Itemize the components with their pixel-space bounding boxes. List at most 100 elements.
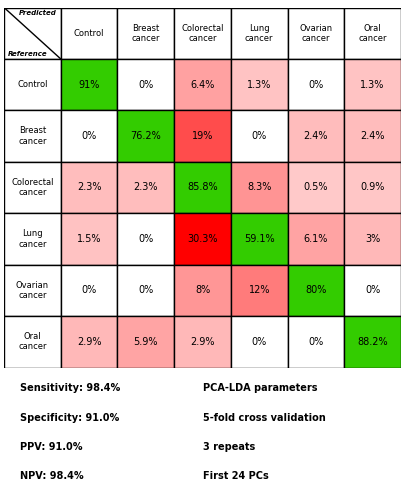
Text: Ovarian
cancer: Ovarian cancer [299,24,332,43]
Text: Reference: Reference [8,51,48,57]
Text: NPV: 98.4%: NPV: 98.4% [20,471,83,481]
Text: Lung
cancer: Lung cancer [245,24,274,43]
Text: Oral
cancer: Oral cancer [18,332,47,351]
Text: 0%: 0% [308,80,324,90]
Text: 80%: 80% [305,286,326,296]
Text: 0%: 0% [138,234,154,244]
Bar [288,213,344,264]
Text: 2.9%: 2.9% [190,337,215,347]
Bar [344,162,401,213]
Bar [288,110,344,162]
Bar [174,110,231,162]
Bar [61,162,117,213]
Text: 2.4%: 2.4% [360,131,385,141]
Text: 85.8%: 85.8% [187,182,218,192]
Bar [61,264,117,316]
Text: 88.2%: 88.2% [357,337,388,347]
Bar [61,59,117,110]
Bar [231,110,288,162]
Text: 12%: 12% [249,286,270,296]
Text: PPV: 91.0%: PPV: 91.0% [20,442,82,452]
Bar [61,8,117,59]
Text: 6.1%: 6.1% [304,234,328,244]
Text: Colorectal
cancer: Colorectal cancer [11,178,54,197]
Text: Sensitivity: 98.4%: Sensitivity: 98.4% [20,384,120,394]
Text: 0%: 0% [81,131,97,141]
Bar [61,316,117,368]
Bar [174,264,231,316]
Bar [61,213,117,264]
Text: 0%: 0% [251,131,267,141]
Bar [344,110,401,162]
Text: 30.3%: 30.3% [187,234,218,244]
Text: Breast
cancer: Breast cancer [131,24,160,43]
Bar [117,110,174,162]
Text: 1.3%: 1.3% [360,80,385,90]
Text: 0.5%: 0.5% [304,182,328,192]
Bar [174,162,231,213]
Text: 0%: 0% [365,286,380,296]
Text: Control: Control [74,28,104,38]
Text: 76.2%: 76.2% [131,131,161,141]
Bar [288,316,344,368]
Bar [231,162,288,213]
Text: 2.3%: 2.3% [77,182,101,192]
Text: 91%: 91% [79,80,100,90]
Bar [4,110,61,162]
Text: 0%: 0% [308,337,324,347]
Text: 59.1%: 59.1% [244,234,274,244]
Bar [288,59,344,110]
Bar [344,213,401,264]
Text: 8.3%: 8.3% [247,182,271,192]
Text: 6.4%: 6.4% [190,80,215,90]
Text: Breast
cancer: Breast cancer [18,126,47,146]
Text: Ovarian
cancer: Ovarian cancer [16,280,49,300]
Bar [4,59,61,110]
Text: 3 repeats: 3 repeats [203,442,255,452]
Text: 0.9%: 0.9% [360,182,385,192]
Text: 5-fold cross validation: 5-fold cross validation [203,412,325,422]
Text: 8%: 8% [195,286,210,296]
Bar [231,316,288,368]
Bar [117,8,174,59]
Text: 0%: 0% [138,286,154,296]
Bar [231,264,288,316]
Bar [4,316,61,368]
Bar [117,213,174,264]
Bar [4,162,61,213]
Bar [117,162,174,213]
Text: 2.3%: 2.3% [133,182,158,192]
Bar [174,8,231,59]
Text: 1.3%: 1.3% [247,80,271,90]
Bar [344,264,401,316]
Bar [231,59,288,110]
Text: PCA-LDA parameters: PCA-LDA parameters [203,384,317,394]
Bar [117,264,174,316]
Bar [4,213,61,264]
Text: 5.9%: 5.9% [133,337,158,347]
Text: First 24 PCs: First 24 PCs [203,471,268,481]
Text: Specificity: 91.0%: Specificity: 91.0% [20,412,119,422]
Bar [344,59,401,110]
Bar [4,8,61,59]
Text: Oral
cancer: Oral cancer [358,24,387,43]
Bar [344,316,401,368]
Bar [231,213,288,264]
Bar [344,8,401,59]
Text: 19%: 19% [192,131,213,141]
Text: 3%: 3% [365,234,380,244]
Text: 0%: 0% [251,337,267,347]
Bar [288,162,344,213]
Bar [288,264,344,316]
Bar [231,8,288,59]
Text: 0%: 0% [138,80,154,90]
Bar [117,59,174,110]
Bar [4,264,61,316]
Text: Predicted: Predicted [19,10,57,16]
Text: Colorectal
cancer: Colorectal cancer [181,24,224,43]
Text: 1.5%: 1.5% [77,234,101,244]
Bar [288,8,344,59]
Text: 0%: 0% [81,286,97,296]
Bar [61,110,117,162]
Bar [174,213,231,264]
